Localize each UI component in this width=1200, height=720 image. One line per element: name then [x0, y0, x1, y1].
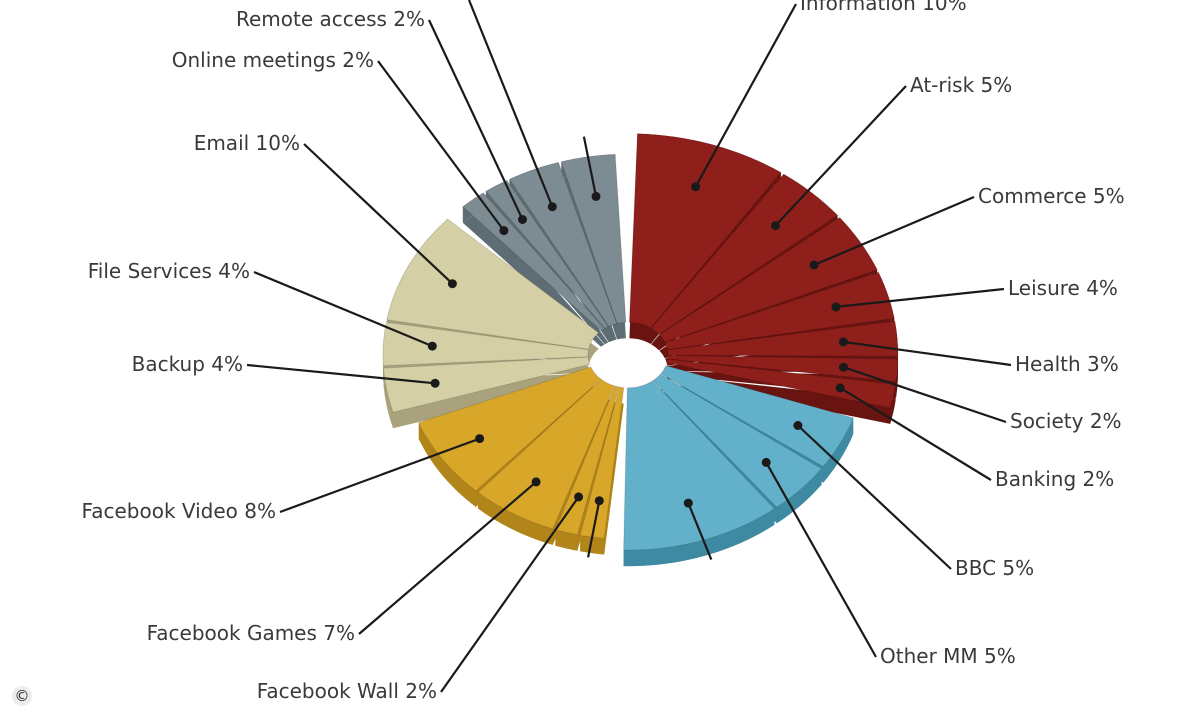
pie-label-information: Information 10% — [800, 0, 967, 15]
pie-leader-1-1 — [765, 461, 877, 658]
pie-leader-0-5 — [843, 366, 1007, 424]
pie-label-at-risk: At-risk 5% — [910, 73, 1012, 97]
pie-slice-0-5 — [667, 355, 899, 383]
pie-leader-4-2 — [467, 0, 554, 208]
pie-label-backup: Backup 4% — [132, 352, 243, 376]
pie-label-online-meetings: Online meetings 2% — [172, 48, 374, 72]
pie-slice-0-1 — [650, 173, 839, 335]
pie-leader-3-2 — [303, 143, 454, 285]
pie-label-facebook-wall: Facebook Wall 2% — [257, 679, 437, 703]
pie-slices — [382, 133, 899, 567]
pie-slice-4-1 — [485, 179, 609, 329]
pie-label-erp: ERP 4% — [388, 0, 465, 1]
pie-labels: Information 10% At-risk 5% Commerce 5% Leis… — [82, 0, 1125, 703]
pie-slice-2-2 — [477, 378, 616, 530]
pie-slice-4-3 — [560, 153, 627, 324]
pie-slice-0-2 — [658, 216, 878, 344]
pie-slice-0-3 — [664, 271, 895, 351]
copyright-icon: © — [12, 686, 32, 706]
pie-slice-1-2 — [623, 380, 776, 551]
pie-slice-3-1 — [382, 321, 590, 367]
pie-label-email: Email 10% — [194, 131, 300, 155]
pie-label-file-services: File Services 4% — [88, 259, 250, 283]
pie-label-remote-access: Remote access 2% — [236, 7, 425, 31]
pie-slice-2-0 — [579, 386, 625, 540]
pie-label-facebook-games: Facebook Games 7% — [147, 621, 355, 645]
pie-slice-1-1 — [652, 373, 823, 508]
pie-leader-0-3 — [835, 287, 1005, 308]
pie-leader-0-0 — [694, 3, 797, 188]
pie-leader-2-1 — [440, 496, 580, 693]
pie-label-bbc: BBC 5% — [955, 556, 1034, 580]
pie-label-banking: Banking 2% — [995, 467, 1114, 491]
pie-leader-4-3 — [582, 136, 598, 197]
pie-slice-2-3 — [418, 366, 602, 492]
pie-leader-3-0 — [246, 363, 436, 385]
pie-leader-1-2 — [687, 502, 713, 561]
pie-leader-2-0 — [587, 500, 601, 558]
pie-slice-0-6 — [666, 358, 897, 409]
pie-slice-1-0 — [660, 364, 854, 468]
pie-leader-0-2 — [813, 195, 975, 267]
pie-label-commerce: Commerce 5% — [978, 184, 1125, 208]
pie-leader-3-1 — [253, 270, 433, 348]
pie-leader-2-3 — [279, 437, 480, 514]
pie-slice-4-2 — [508, 161, 618, 327]
pie-slice-0-0 — [628, 133, 782, 329]
pie-leader-4-1 — [428, 19, 524, 220]
pie-slice-4-0 — [462, 192, 606, 332]
pie-leader-4-0 — [377, 60, 505, 232]
pie-leader-0-6 — [839, 386, 992, 481]
pie-leader-1-0 — [797, 424, 952, 570]
pie-label-health: Health 3% — [1015, 352, 1119, 376]
pie-label-society: Society 2% — [1010, 409, 1122, 433]
pie-slice-2-1 — [554, 385, 620, 536]
pie-label-facebook-video: Facebook Video 8% — [82, 499, 276, 523]
pie-slice-3-0 — [382, 356, 591, 413]
pie-slice-3-2 — [386, 218, 600, 350]
pie-slice-0-4 — [666, 320, 899, 357]
pie-leader-0-1 — [774, 85, 907, 227]
pie-label-other-mm: Other MM 5% — [880, 644, 1016, 668]
pie-label-leisure: Leisure 4% — [1008, 276, 1118, 300]
pie-leader-2-2 — [358, 481, 537, 635]
pie-leader-0-4 — [843, 340, 1012, 367]
